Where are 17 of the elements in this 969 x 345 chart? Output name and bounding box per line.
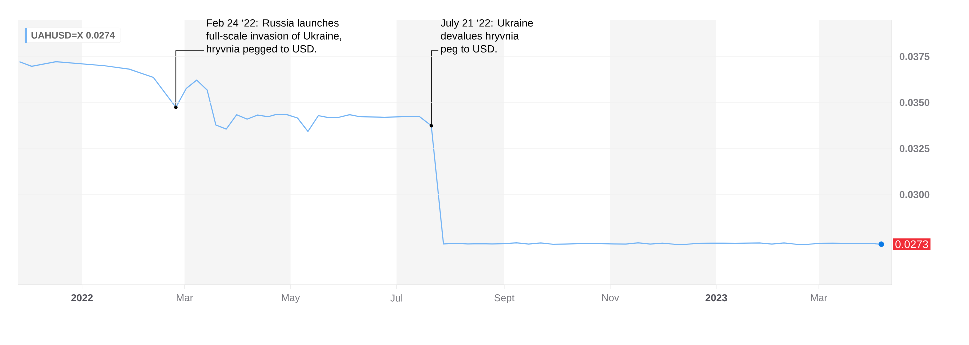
legend-label: UAHUSD=X 0.0274 <box>32 32 116 39</box>
x-tick-label: Mar <box>177 294 194 302</box>
y-tick-label: 0.0350 <box>900 99 930 106</box>
x-tick-label: May <box>282 294 300 304</box>
x-tick-label: Jul <box>390 294 402 302</box>
x-tick-label: 2022 <box>72 294 93 302</box>
y-tick-label: 0.0325 <box>900 145 930 152</box>
point <box>878 242 884 248</box>
data-label: 0.0273 <box>896 240 928 248</box>
y-tick-label: 0.0300 <box>900 191 930 198</box>
annotation: Feb 24 ‘22: Russia launches full-scale invasion of Ukraine, hryvnia pegged to USD. <box>206 19 342 55</box>
x-tick-label: Mar <box>811 294 828 302</box>
x-tick-label: Sept <box>494 294 515 304</box>
annotation: July 21 ‘22: Ukraine devalues hryvnia peg to USD. <box>440 19 534 55</box>
x-tick-label: 2023 <box>706 294 728 302</box>
y-tick-label: 0.0375 <box>900 53 930 60</box>
x-tick-label: Nov <box>602 294 620 302</box>
